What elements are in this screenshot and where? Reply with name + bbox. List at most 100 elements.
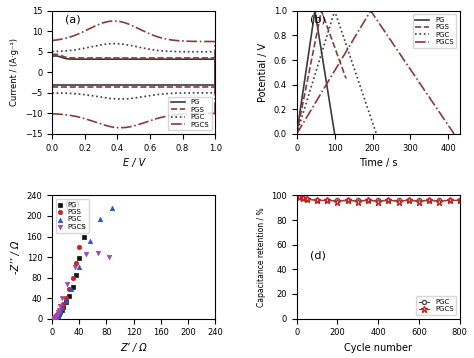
PGCS <box>55 310 62 315</box>
PG <box>50 315 57 321</box>
PGS <box>55 311 62 317</box>
PGCS <box>54 311 61 317</box>
Line: PGC: PGC <box>297 11 376 134</box>
PGC <box>49 316 56 321</box>
PGCS <box>294 193 300 198</box>
PG <box>312 9 318 13</box>
PGC <box>300 196 306 200</box>
X-axis label: Cycle number: Cycle number <box>344 343 412 353</box>
Line: PGS: PGS <box>297 11 346 134</box>
PGCS <box>294 132 300 136</box>
PGC <box>62 298 70 304</box>
PGCS <box>426 198 432 203</box>
PG <box>53 314 60 319</box>
PGCS <box>82 252 90 257</box>
Y-axis label: -Z’’ / Ω: -Z’’ / Ω <box>11 240 21 274</box>
PGS <box>72 260 80 266</box>
PGC <box>51 315 59 320</box>
PGS <box>50 315 57 321</box>
Line: PG: PG <box>297 11 335 134</box>
PGCS <box>314 198 320 203</box>
PG <box>49 316 56 321</box>
Text: (b): (b) <box>310 14 326 24</box>
PGC <box>314 198 320 203</box>
PGCS <box>300 196 306 200</box>
PG <box>59 304 67 310</box>
PGCS <box>406 198 411 203</box>
PGS <box>75 244 83 250</box>
PGCS <box>53 313 60 319</box>
PGC <box>332 9 337 13</box>
X-axis label: Z’ / Ω: Z’ / Ω <box>120 343 147 353</box>
PGS <box>80 223 87 229</box>
PGC <box>53 314 60 319</box>
PGS <box>55 310 63 316</box>
PGS <box>50 315 58 320</box>
Text: (c): (c) <box>65 199 80 209</box>
PGC <box>67 286 75 292</box>
PG <box>62 299 70 305</box>
PGC <box>385 198 391 203</box>
PGC <box>406 198 411 203</box>
PGS <box>56 308 64 314</box>
PGC <box>50 315 58 320</box>
PGC <box>324 198 330 203</box>
PGCS <box>368 9 374 13</box>
PG <box>80 234 88 240</box>
PGCS <box>451 132 457 136</box>
PG <box>53 313 61 319</box>
PGC <box>96 216 103 221</box>
PGCS <box>51 314 59 320</box>
PGC <box>294 193 300 198</box>
PG <box>51 315 59 320</box>
Text: (d): (d) <box>310 251 326 261</box>
PGCS <box>50 315 58 320</box>
PG <box>72 272 80 278</box>
PGS <box>319 9 324 13</box>
PG <box>55 311 63 317</box>
PGC <box>294 132 300 136</box>
PGC <box>374 132 379 136</box>
PGC <box>365 198 371 203</box>
PGCS <box>105 254 112 260</box>
Y-axis label: Current / (A·g⁻¹): Current / (A·g⁻¹) <box>10 38 19 106</box>
PGC <box>86 238 93 243</box>
PG <box>294 132 300 136</box>
PGC <box>355 198 361 203</box>
PGCS <box>324 198 330 203</box>
PGCS <box>335 199 340 204</box>
PG <box>65 293 73 299</box>
PGC <box>52 314 59 320</box>
PG <box>312 9 318 13</box>
PGCS <box>355 199 361 204</box>
PGC <box>108 205 116 211</box>
PGS <box>69 275 76 280</box>
PGC <box>54 313 61 318</box>
PG <box>69 284 76 290</box>
PGS <box>51 314 59 320</box>
PGCS <box>50 315 57 321</box>
PGS <box>54 312 61 318</box>
PGCS <box>49 316 56 321</box>
PGCS <box>64 281 71 287</box>
Legend: PG, PGS, PGC, PGCS: PG, PGS, PGC, PGCS <box>168 97 212 130</box>
PGCS <box>416 199 422 204</box>
PGCS <box>345 198 350 203</box>
Y-axis label: Potential / V: Potential / V <box>258 43 268 102</box>
PGC <box>59 305 66 311</box>
PGC <box>55 311 63 316</box>
PG <box>55 312 62 318</box>
PGC <box>426 198 432 203</box>
PGCS <box>56 303 64 309</box>
PGCS <box>55 308 63 313</box>
Line: PGCS: PGCS <box>297 11 454 134</box>
PGCS <box>385 198 391 203</box>
PG <box>50 315 58 320</box>
PGS <box>58 305 65 311</box>
Legend: PG, PGS, PGC, PGCS: PG, PGS, PGC, PGCS <box>55 199 89 233</box>
PGS <box>53 313 61 318</box>
PGS <box>52 314 59 319</box>
PG <box>58 308 65 313</box>
PGS <box>53 313 60 319</box>
X-axis label: E / V: E / V <box>123 158 145 168</box>
